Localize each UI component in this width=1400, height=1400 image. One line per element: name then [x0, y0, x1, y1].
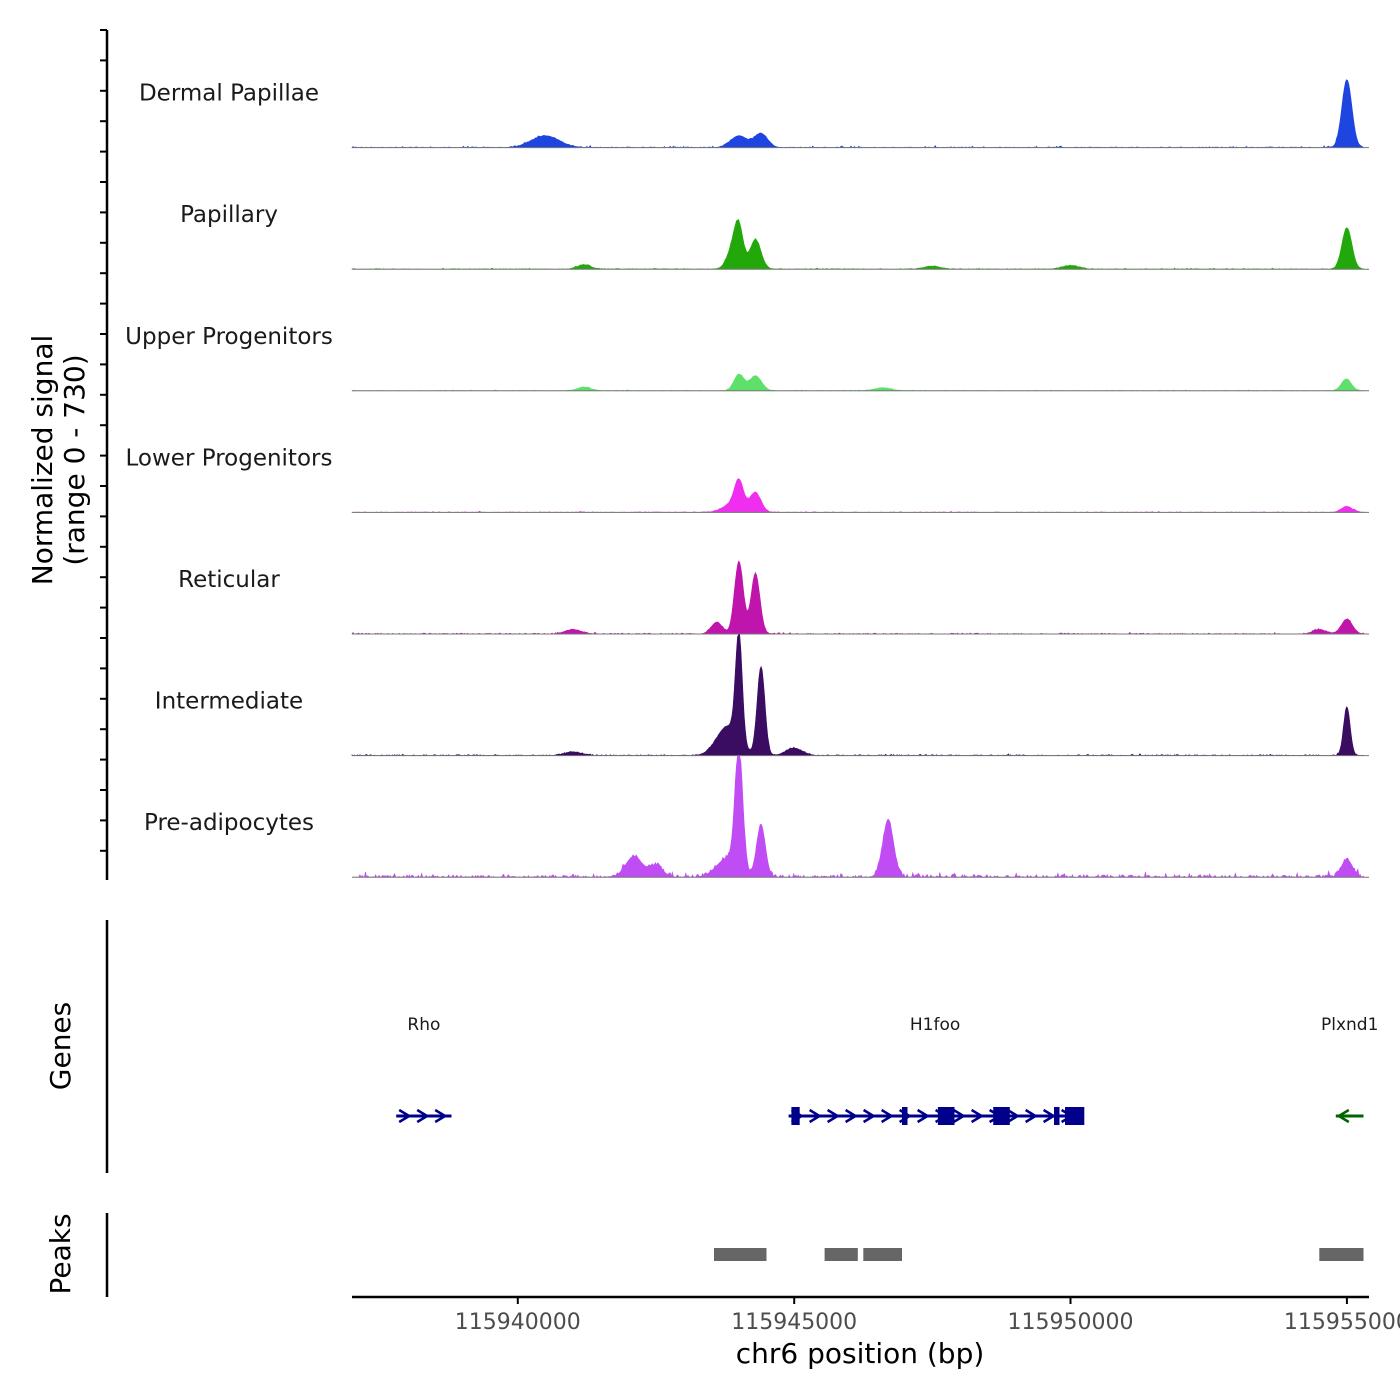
- track-dermal-papillae: Dermal Papillae: [139, 79, 1369, 149]
- strand-arrow: [1024, 1108, 1039, 1124]
- gene-rho: Rho: [396, 1015, 452, 1124]
- track-papillary: Papillary: [180, 202, 1369, 270]
- track-label: Upper Progenitors: [125, 324, 333, 350]
- x-tick-label: 115955000: [1284, 1310, 1400, 1335]
- strand-arrow: [880, 1108, 895, 1124]
- strand-arrow: [844, 1108, 859, 1124]
- track-label: Intermediate: [155, 689, 303, 715]
- track-reticular: Reticular: [178, 560, 1369, 635]
- peak-region: [714, 1248, 767, 1261]
- strand-arrow: [952, 1108, 967, 1124]
- strand-arrow: [916, 1108, 931, 1124]
- x-axis-title: chr6 position (bp): [736, 1337, 985, 1370]
- gene-label: Rho: [407, 1015, 440, 1035]
- track-upper-progenitors: Upper Progenitors: [125, 324, 1369, 392]
- strand-arrow: [1042, 1108, 1057, 1124]
- strand-arrow: [398, 1108, 412, 1124]
- gene-annotations: Rho H1foo Plxnd1: [396, 1015, 1378, 1125]
- strand-arrow: [862, 1108, 877, 1124]
- peak-regions: [714, 1248, 1364, 1261]
- x-tick-label: 115945000: [731, 1310, 857, 1335]
- gene-exon: [902, 1107, 908, 1125]
- track-pre-adipocytes: Pre-adipocytes: [144, 755, 1369, 879]
- genes-axis-title: Genes: [44, 1002, 77, 1090]
- gene-exon: [937, 1107, 955, 1125]
- strand-arrow: [1336, 1108, 1350, 1124]
- track-lower-progenitors: Lower Progenitors: [126, 445, 1369, 513]
- x-tick-label: 115950000: [1008, 1310, 1134, 1335]
- strand-arrow: [434, 1108, 448, 1124]
- track-label: Pre-adipocytes: [144, 810, 314, 836]
- track-label: Dermal Papillae: [139, 81, 319, 107]
- gene-exon: [1054, 1107, 1060, 1125]
- track-label: Reticular: [178, 567, 280, 593]
- track-label: Lower Progenitors: [126, 445, 333, 471]
- track-label: Papillary: [180, 202, 278, 228]
- track-intermediate: Intermediate: [155, 634, 1369, 757]
- x-tick-label: 115940000: [455, 1310, 581, 1335]
- gene-exon: [791, 1107, 800, 1125]
- signal-tracks: Dermal Papillae Papillary Upper Progenitor…: [125, 79, 1369, 879]
- gene-exon: [1065, 1107, 1085, 1125]
- signal-axis-title-line2: (range 0 - 730): [58, 354, 91, 565]
- gene-h1foo: H1foo: [788, 1015, 1085, 1125]
- gene-label: H1foo: [910, 1015, 960, 1035]
- gene-exon: [993, 1107, 1010, 1125]
- peak-region: [1319, 1248, 1364, 1261]
- strand-arrow: [826, 1108, 841, 1124]
- strand-arrow: [808, 1108, 823, 1124]
- peak-region: [863, 1248, 902, 1261]
- signal-axis-ticks: [100, 29, 107, 852]
- gene-label: Plxnd1: [1321, 1015, 1378, 1035]
- strand-arrow: [1006, 1108, 1021, 1124]
- x-axis-ticks: 115940000 115945000 115950000 115955000: [455, 1297, 1400, 1335]
- strand-arrow: [416, 1108, 430, 1124]
- peak-region: [824, 1248, 858, 1261]
- signal-axis-title-line1: Normalized signal: [26, 335, 59, 586]
- gene-plxnd1: Plxnd1: [1321, 1015, 1378, 1124]
- peaks-axis-title: Peaks: [44, 1213, 77, 1294]
- strand-arrow: [970, 1108, 985, 1124]
